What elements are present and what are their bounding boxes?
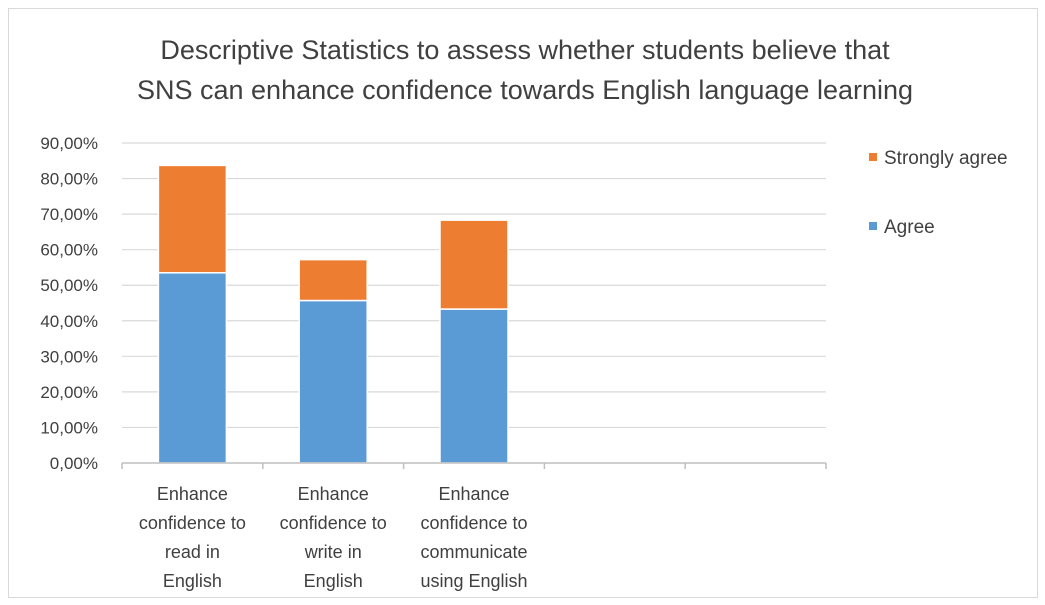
category-label: English xyxy=(304,571,363,591)
legend-swatch xyxy=(869,222,877,230)
category-label: write in xyxy=(304,542,362,562)
y-tick-label: 30,00% xyxy=(40,347,98,366)
y-tick-label: 40,00% xyxy=(40,312,98,331)
y-tick-label: 10,00% xyxy=(40,418,98,437)
bar-agree xyxy=(157,272,228,464)
x-axis xyxy=(121,462,827,469)
legend-label: Strongly agree xyxy=(884,148,1008,169)
bar-strongly-agree xyxy=(439,219,509,310)
y-axis-tick-labels: 0,00% 10,00% 20,00% 30,00% 40,00% 50,00% 60,00… xyxy=(40,134,98,473)
category-labels: Enhance confidence to read in English Enhanc… xyxy=(139,484,528,591)
bar-agree xyxy=(439,308,509,464)
category-label: confidence to xyxy=(420,513,527,533)
y-tick-label: 0,00% xyxy=(50,454,98,473)
category-label: Enhance xyxy=(157,484,228,504)
chart-title: Descriptive Statistics to assess whether… xyxy=(0,30,1045,110)
y-tick-label: 50,00% xyxy=(40,276,98,295)
legend-swatch xyxy=(869,153,877,161)
y-tick-label: 80,00% xyxy=(40,170,98,189)
bar-agree xyxy=(298,299,368,464)
category-label: Enhance xyxy=(298,484,369,504)
y-tick-label: 60,00% xyxy=(40,241,98,260)
bar-strongly-agree xyxy=(157,164,228,274)
y-tick-label: 70,00% xyxy=(40,205,98,224)
y-tick-label: 90,00% xyxy=(40,134,98,153)
category-label: using English xyxy=(420,571,527,591)
category-label: Enhance xyxy=(438,484,509,504)
y-tick-label: 20,00% xyxy=(40,383,98,402)
category-label: communicate xyxy=(420,542,527,562)
legend-label: Agree xyxy=(884,217,935,238)
chart-title-line-1: Descriptive Statistics to assess whether… xyxy=(160,35,890,65)
category-label: read in xyxy=(165,542,220,562)
category-label: confidence to xyxy=(280,513,387,533)
legend: Strongly agree Agree xyxy=(869,148,1008,238)
category-label: English xyxy=(163,571,222,591)
category-label: confidence to xyxy=(139,513,246,533)
bars xyxy=(157,164,509,464)
chart-title-line-2: SNS can enhance confidence towards Engli… xyxy=(136,75,914,105)
bar-strongly-agree xyxy=(298,258,368,302)
